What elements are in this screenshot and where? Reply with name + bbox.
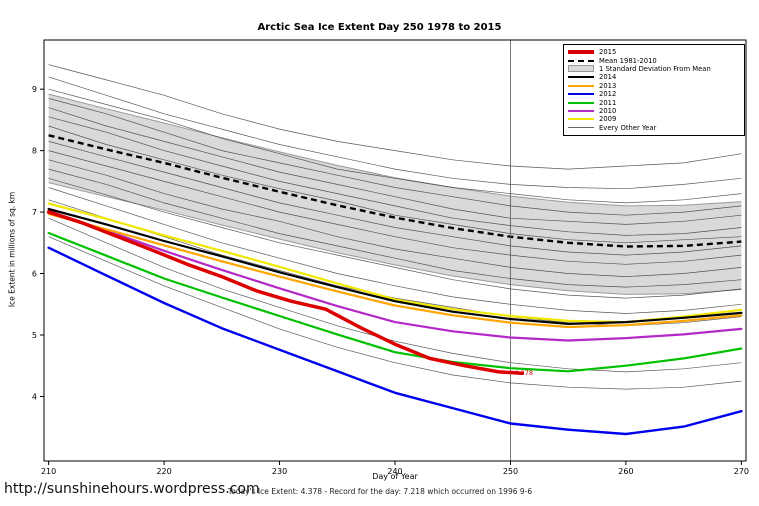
legend-label: 2011 bbox=[599, 98, 617, 107]
x-tick-label: 250 bbox=[503, 467, 518, 476]
legend-item: 2011 bbox=[568, 98, 740, 107]
background-year-line-15 bbox=[48, 236, 742, 390]
series-line-2013 bbox=[47, 212, 743, 329]
legend-label: 2014 bbox=[599, 73, 617, 82]
legend-label: Every Other Year bbox=[599, 123, 657, 132]
legend-item: Mean 1981-2010 bbox=[568, 56, 740, 65]
y-tick-label: 7 bbox=[32, 208, 37, 217]
legend-item: 2012 bbox=[568, 90, 740, 98]
legend-label: 2009 bbox=[599, 115, 617, 124]
background-year-line-12 bbox=[48, 187, 742, 314]
legend-swatch-dashed bbox=[568, 59, 594, 62]
legend-item: 2010 bbox=[568, 107, 740, 115]
legend-item: Every Other Year bbox=[568, 124, 740, 132]
legend-item: 2014 bbox=[568, 73, 740, 81]
background-year-line-2 bbox=[48, 88, 742, 204]
chart-title: Arctic Sea Ice Extent Day 250 1978 to 20… bbox=[257, 22, 502, 33]
legend-swatch-line bbox=[568, 101, 594, 104]
background-year-line-10 bbox=[48, 168, 742, 288]
legend-swatch-box bbox=[568, 65, 594, 73]
legend-item: 2009 bbox=[568, 115, 740, 123]
legend-label: Mean 1981-2010 bbox=[599, 56, 657, 65]
background-year-line-11 bbox=[48, 177, 742, 299]
y-tick-label: 8 bbox=[32, 147, 37, 156]
site-link[interactable]: http://sunshinehours.wordpress.com bbox=[4, 481, 260, 497]
legend-item: 1 Standard Deviation From Mean bbox=[568, 65, 740, 73]
series-line-2012 bbox=[47, 246, 743, 436]
x-tick-label: 220 bbox=[156, 467, 171, 476]
y-tick-label: 4 bbox=[32, 392, 37, 401]
series-line-2014 bbox=[47, 207, 743, 325]
y-tick-label: 6 bbox=[32, 270, 37, 279]
band-upper-edge bbox=[48, 93, 742, 207]
legend-label: 2013 bbox=[599, 81, 617, 90]
x-tick-label: 240 bbox=[387, 467, 402, 476]
legend-item: 2013 bbox=[568, 82, 740, 90]
legend-swatch-line bbox=[568, 127, 594, 129]
legend-swatch-line bbox=[568, 76, 594, 79]
x-tick-label: 270 bbox=[734, 467, 749, 476]
legend-label: 2015 bbox=[599, 48, 617, 57]
legend-item: 2015 bbox=[568, 48, 740, 56]
background-year-line-9 bbox=[48, 159, 742, 277]
background-year-line-0 bbox=[48, 64, 742, 170]
x-tick-label: 260 bbox=[618, 467, 633, 476]
background-year-line-6 bbox=[48, 125, 742, 244]
legend-label: 1 Standard Deviation From Mean bbox=[599, 64, 711, 73]
band-lower-edge bbox=[48, 182, 742, 295]
x-axis-label: Day of Year bbox=[372, 472, 418, 481]
current-extent-annotation: 4.378 bbox=[514, 369, 533, 377]
background-year-line-14 bbox=[48, 217, 742, 373]
series-line-2010 bbox=[47, 209, 743, 342]
legend-label: 2010 bbox=[599, 106, 617, 115]
y-axis-label: Ice Extent in millions of sq. km bbox=[7, 191, 17, 308]
y-tick-label: 9 bbox=[32, 85, 37, 94]
x-tick-label: 210 bbox=[41, 467, 56, 476]
background-year-line-7 bbox=[48, 141, 742, 256]
background-year-line-4 bbox=[48, 107, 742, 225]
std-dev-band bbox=[48, 94, 742, 295]
background-year-line-1 bbox=[48, 76, 742, 190]
background-year-line-8 bbox=[48, 150, 742, 265]
today-extent-note: Today's Ice Extent: 4.378 - Record for t… bbox=[227, 487, 533, 496]
x-tick-label: 230 bbox=[272, 467, 287, 476]
legend: 2015 Mean 1981-2010 1 Standard Deviation F… bbox=[563, 44, 745, 136]
legend-swatch-line bbox=[568, 118, 594, 121]
legend-label: 2012 bbox=[599, 90, 617, 99]
legend-swatch-line bbox=[568, 109, 594, 112]
legend-swatch-line bbox=[568, 50, 594, 55]
series-line-2015 bbox=[46, 210, 524, 375]
y-tick-label: 5 bbox=[32, 331, 37, 340]
background-year-line-3 bbox=[48, 98, 742, 216]
background-year-line-5 bbox=[48, 116, 742, 236]
series-line-2011 bbox=[47, 231, 743, 373]
legend-swatch-line bbox=[568, 93, 594, 96]
legend-swatch-line bbox=[568, 84, 594, 87]
